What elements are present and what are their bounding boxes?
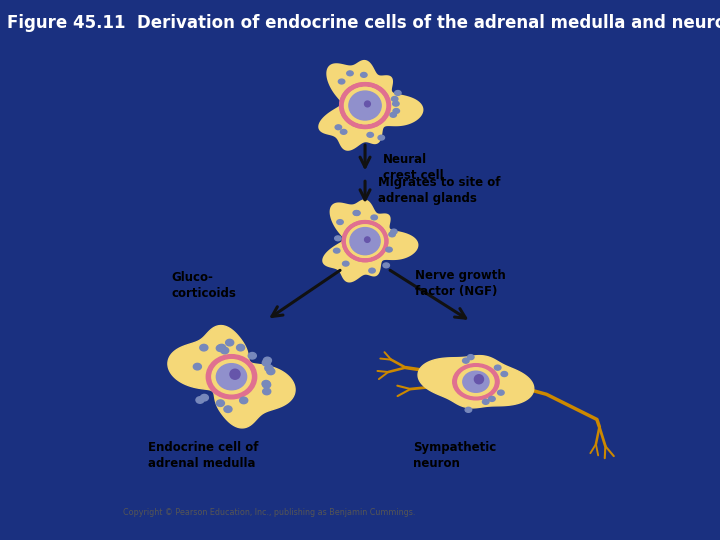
Ellipse shape	[196, 397, 204, 403]
Ellipse shape	[216, 345, 225, 352]
Ellipse shape	[378, 135, 384, 140]
Ellipse shape	[345, 87, 385, 124]
Circle shape	[230, 369, 240, 379]
Ellipse shape	[489, 396, 495, 401]
Text: Migrates to site of
adrenal glands: Migrates to site of adrenal glands	[377, 176, 500, 205]
Ellipse shape	[266, 368, 275, 375]
Ellipse shape	[453, 363, 499, 400]
Ellipse shape	[200, 394, 208, 401]
Ellipse shape	[341, 130, 347, 134]
Text: Sympathetic
neuron: Sympathetic neuron	[413, 441, 496, 469]
Ellipse shape	[347, 225, 383, 258]
Circle shape	[364, 101, 370, 107]
Ellipse shape	[465, 407, 472, 413]
Ellipse shape	[335, 236, 341, 241]
Ellipse shape	[224, 406, 232, 413]
Ellipse shape	[395, 91, 401, 96]
Ellipse shape	[262, 381, 270, 387]
Ellipse shape	[367, 132, 374, 137]
Polygon shape	[318, 60, 423, 151]
Ellipse shape	[369, 268, 375, 273]
Polygon shape	[323, 199, 418, 282]
Ellipse shape	[386, 247, 392, 252]
Ellipse shape	[337, 220, 343, 225]
Ellipse shape	[498, 390, 504, 395]
Ellipse shape	[458, 368, 494, 396]
Ellipse shape	[462, 358, 469, 363]
Ellipse shape	[237, 345, 245, 351]
Ellipse shape	[216, 363, 246, 390]
Ellipse shape	[393, 109, 400, 113]
Ellipse shape	[338, 79, 345, 84]
Ellipse shape	[343, 261, 349, 266]
Text: Endocrine cell of
adrenal medulla: Endocrine cell of adrenal medulla	[148, 441, 258, 469]
Circle shape	[474, 375, 484, 384]
Text: Neural
crest cell: Neural crest cell	[383, 153, 444, 183]
Polygon shape	[418, 356, 534, 408]
Ellipse shape	[349, 91, 381, 120]
Ellipse shape	[333, 248, 340, 253]
Ellipse shape	[344, 87, 386, 124]
Ellipse shape	[390, 112, 397, 117]
Ellipse shape	[383, 263, 390, 268]
Ellipse shape	[342, 221, 388, 262]
Ellipse shape	[200, 345, 208, 351]
Ellipse shape	[340, 83, 390, 129]
Ellipse shape	[240, 397, 248, 404]
Ellipse shape	[335, 125, 341, 130]
Ellipse shape	[392, 97, 398, 102]
Ellipse shape	[389, 232, 395, 237]
Ellipse shape	[482, 399, 489, 404]
Ellipse shape	[263, 388, 271, 395]
Ellipse shape	[265, 365, 273, 372]
Ellipse shape	[216, 400, 225, 407]
Ellipse shape	[346, 225, 384, 258]
Circle shape	[364, 237, 370, 242]
Ellipse shape	[262, 360, 270, 366]
Ellipse shape	[347, 71, 354, 76]
Ellipse shape	[361, 72, 367, 77]
Ellipse shape	[354, 211, 360, 215]
Ellipse shape	[248, 353, 256, 359]
Ellipse shape	[353, 211, 359, 215]
Ellipse shape	[392, 102, 399, 106]
Ellipse shape	[350, 227, 380, 255]
Ellipse shape	[463, 371, 489, 392]
Ellipse shape	[225, 339, 234, 346]
Ellipse shape	[371, 215, 377, 220]
Ellipse shape	[495, 365, 501, 370]
Ellipse shape	[501, 372, 508, 376]
Text: Copyright © Pearson Education, Inc., publishing as Benjamin Cummings.: Copyright © Pearson Education, Inc., pub…	[123, 508, 415, 517]
Ellipse shape	[264, 357, 271, 364]
Text: Nerve growth
factor (NGF): Nerve growth factor (NGF)	[415, 269, 506, 298]
Ellipse shape	[194, 363, 202, 370]
Ellipse shape	[212, 360, 251, 394]
Ellipse shape	[220, 347, 229, 354]
Ellipse shape	[467, 355, 474, 360]
Ellipse shape	[207, 355, 257, 399]
Ellipse shape	[263, 382, 271, 388]
Ellipse shape	[391, 229, 397, 234]
Polygon shape	[168, 326, 295, 428]
Text: Gluco-
corticoids: Gluco- corticoids	[171, 271, 236, 300]
Ellipse shape	[217, 345, 225, 351]
Text: Figure 45.11  Derivation of endocrine cells of the adrenal medulla and neurons f: Figure 45.11 Derivation of endocrine cel…	[7, 14, 720, 31]
